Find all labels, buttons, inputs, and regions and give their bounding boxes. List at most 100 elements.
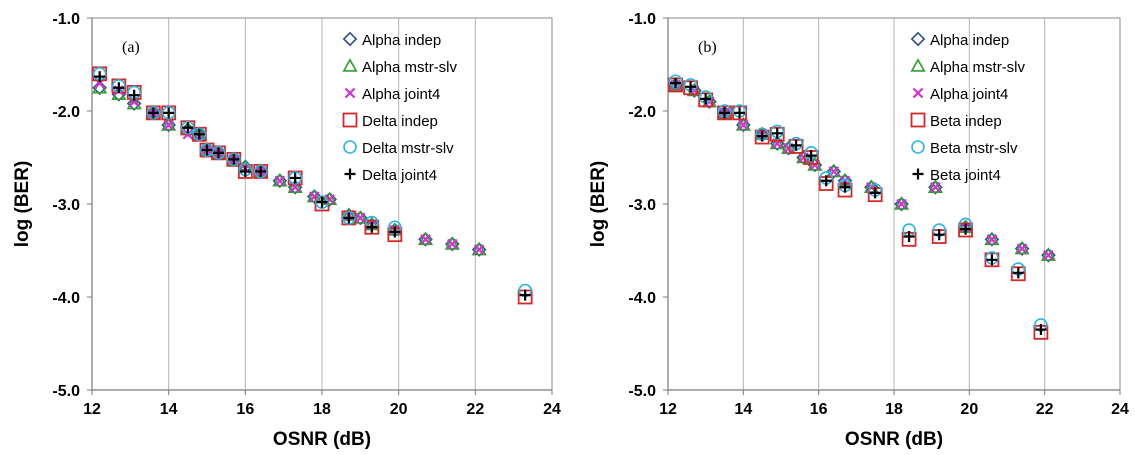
x-tick-label: 12 [83, 401, 101, 418]
legend-marker [342, 58, 358, 72]
data-point [343, 212, 355, 224]
data-point [519, 289, 531, 301]
data-point [930, 181, 941, 193]
data-point [826, 163, 842, 178]
data-point [927, 179, 943, 194]
legend: Alpha indep Alpha mstr-slv Alpha joint4 Del… [342, 31, 458, 184]
data-point [471, 242, 487, 257]
data-point [227, 152, 241, 167]
legend-label: Beta mstr-slv [930, 140, 1018, 157]
y-tick-label: -4.0 [52, 290, 80, 307]
series-delta-mstr-slv [92, 67, 532, 298]
x-tick-label: 24 [1111, 401, 1129, 418]
legend-label: Delta joint4 [362, 167, 437, 184]
y-tick-label: -5.0 [52, 383, 80, 400]
data-point [389, 226, 401, 238]
y-tick-label: -3.0 [628, 197, 656, 214]
legend-label: Delta indep [362, 113, 438, 130]
data-point [201, 144, 213, 156]
data-point [984, 231, 1000, 246]
series-beta-joint4 [670, 77, 1047, 336]
data-point [719, 107, 730, 119]
legend-label: Alpha joint4 [362, 86, 440, 103]
data-point [211, 146, 226, 160]
data-point [355, 212, 366, 224]
data-point [903, 231, 915, 243]
data-point [1041, 247, 1056, 263]
data-point [366, 221, 378, 233]
data-point [315, 195, 329, 209]
data-point [960, 223, 972, 235]
x-tick-label: 22 [466, 401, 484, 418]
data-point [444, 236, 460, 250]
series-delta-joint4 [94, 71, 531, 301]
data-point [161, 117, 176, 133]
y-axis-title: log (BER) [12, 161, 33, 248]
data-point [756, 130, 768, 142]
x-tick-label: 16 [810, 401, 828, 418]
legend-label: Delta mstr-slv [362, 140, 454, 157]
legend-marker [910, 31, 926, 47]
y-tick-label: -4.0 [628, 290, 656, 307]
data-point [1043, 249, 1054, 261]
panel-label: (b) [698, 39, 717, 56]
legend-marker [910, 112, 926, 128]
legend-label: Alpha joint4 [930, 86, 1008, 103]
data-point [253, 164, 268, 179]
data-point [788, 138, 804, 154]
legend-marker [910, 58, 926, 72]
data-point [893, 196, 910, 210]
chart-panel-a: 12 14 16 18 20 22 24 -1.0 -2.0 -3.0 -4.0 -5.0 OSNR (… [12, 11, 561, 450]
legend: Alpha indep Alpha mstr-slv Alpha joint4 Bet… [910, 31, 1026, 184]
x-axis-title: OSNR (dB) [273, 429, 371, 450]
x-tick-label: 12 [659, 401, 677, 418]
data-point [228, 153, 240, 165]
data-point [192, 127, 207, 142]
data-point [163, 107, 175, 119]
data-point [736, 117, 751, 133]
data-point [1035, 324, 1047, 336]
data-point [181, 120, 195, 135]
x-tick-label: 14 [160, 401, 178, 418]
data-point [113, 82, 125, 94]
data-point [683, 80, 698, 96]
legend-label: Alpha indep [930, 32, 1009, 49]
data-point [289, 172, 301, 184]
data-point [928, 179, 943, 195]
data-point [667, 77, 684, 91]
x-tick-label: 20 [390, 401, 408, 418]
data-point [826, 164, 842, 179]
data-point [306, 188, 322, 203]
data-point [734, 107, 746, 119]
y-tick-labels: -1.0 -2.0 -3.0 -4.0 -5.0 [52, 11, 92, 400]
data-point [161, 117, 177, 131]
x-tick-label: 24 [543, 401, 561, 418]
x-tick-label: 18 [313, 401, 331, 418]
legend-label: Beta joint4 [930, 167, 1001, 184]
data-point [287, 179, 303, 194]
data-point [163, 119, 174, 131]
data-point [307, 189, 322, 204]
data-point [342, 211, 356, 225]
data-point [670, 77, 682, 89]
data-point [986, 234, 998, 245]
data-point [255, 165, 267, 177]
x-tick-label: 22 [1036, 401, 1054, 418]
data-point [288, 171, 302, 185]
legend-label: Alpha indep [362, 32, 441, 49]
data-points [92, 66, 533, 305]
data-point [754, 129, 770, 145]
data-point [126, 96, 142, 111]
panel-label: (a) [122, 39, 140, 56]
data-point [933, 229, 945, 241]
data-point [790, 139, 802, 151]
legend-marker [342, 112, 358, 128]
data-point [193, 128, 205, 140]
legend-label: Beta indep [930, 113, 1002, 130]
data-point [698, 92, 714, 108]
legend-marker [912, 87, 924, 99]
y-tick-label: -1.0 [52, 11, 80, 28]
data-point [869, 187, 881, 199]
y-tick-label: -2.0 [52, 104, 80, 121]
